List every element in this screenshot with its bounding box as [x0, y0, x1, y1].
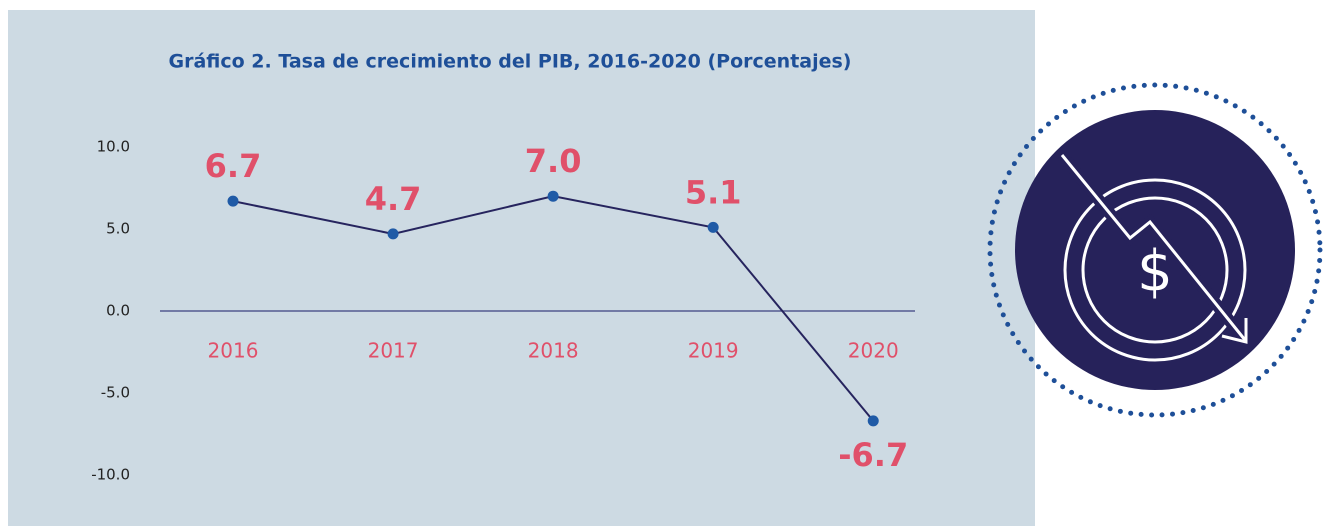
x-tick-label: 2018 [528, 339, 579, 363]
data-label: 5.1 [685, 173, 742, 211]
point [387, 228, 399, 240]
point [867, 415, 879, 427]
arrow-line [1060, 154, 1247, 341]
y-tick-label: 0.0 [106, 302, 130, 320]
x-tick-label: 2019 [688, 339, 739, 363]
data-label: 4.7 [365, 180, 422, 218]
decline-icon: $ [987, 82, 1323, 418]
x-tick-label: 2020 [848, 339, 899, 363]
data-label: 7.0 [525, 142, 582, 180]
coin-inner [1081, 196, 1229, 344]
point [707, 221, 719, 233]
data-label: -6.7 [838, 436, 908, 474]
y-tick-label: -10.0 [91, 466, 130, 484]
chart-panel [8, 10, 1035, 526]
y-tick-label: 10.0 [97, 138, 130, 156]
coin-outer [1063, 178, 1247, 362]
point [547, 190, 559, 202]
x-tick-label: 2016 [208, 339, 259, 363]
y-tick-label: -5.0 [101, 384, 130, 402]
point [227, 195, 239, 207]
data-label: 6.7 [205, 147, 262, 185]
x-tick-label: 2017 [368, 339, 419, 363]
y-tick-label: 5.0 [106, 220, 130, 238]
chart-title: Gráfico 2. Tasa de crecimiento del PIB, … [169, 51, 852, 73]
arrow-head [1221, 318, 1248, 344]
dotted-ring [987, 82, 1323, 418]
